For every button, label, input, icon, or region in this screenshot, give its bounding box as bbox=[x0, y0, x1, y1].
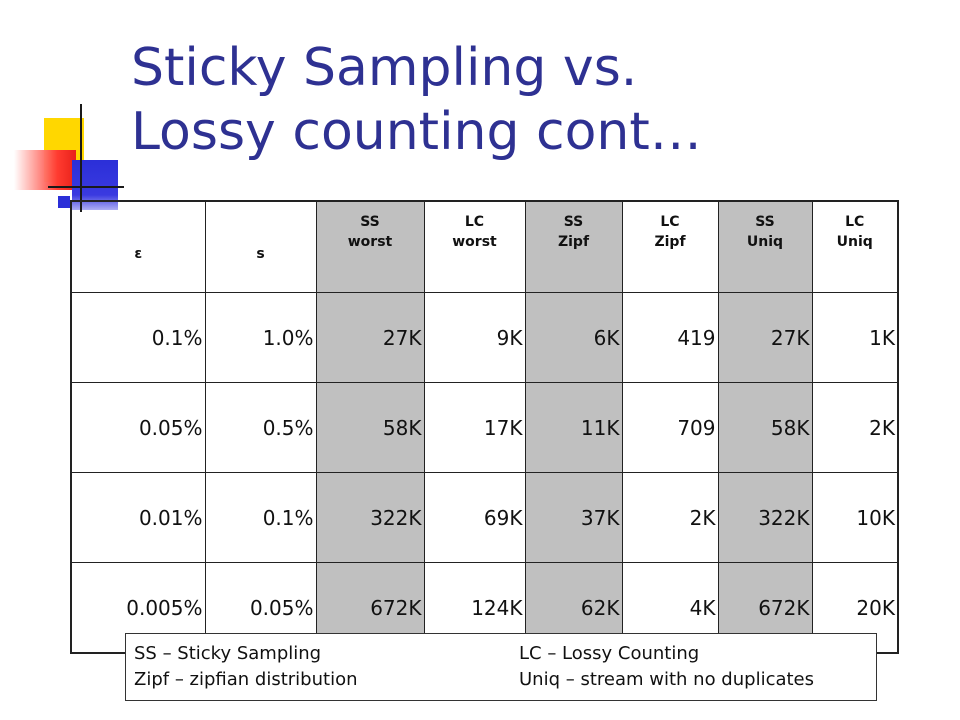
table-row: 0.1% 1.0% 27K 9K 6K 419 27K 1K bbox=[70, 292, 899, 383]
header-s: s bbox=[204, 200, 317, 293]
header-ss-uniq: SS Uniq bbox=[717, 200, 813, 293]
cell-epsilon: 0.1% bbox=[70, 292, 206, 383]
cell-ss-worst: 322K bbox=[315, 472, 425, 563]
legend-zipf: Zipf – zipfian distribution bbox=[134, 669, 358, 690]
decorative-horizontal-line bbox=[48, 186, 124, 188]
cell-epsilon: 0.01% bbox=[70, 472, 206, 563]
cell-lc-zipf: 709 bbox=[621, 382, 719, 473]
table-header-row: ε s SS worst LC worst SS Zipf LC Zipf SS Uniq… bbox=[70, 200, 899, 293]
comparison-table: ε s SS worst LC worst SS Zipf LC Zipf SS Uniq… bbox=[70, 200, 899, 654]
header-lc-zipf: LC Zipf bbox=[621, 200, 719, 293]
cell-lc-uniq: 1K bbox=[811, 292, 899, 383]
cell-ss-zipf: 6K bbox=[524, 292, 623, 383]
decorative-blue-small-square bbox=[58, 196, 70, 208]
header-ss-zipf: SS Zipf bbox=[524, 200, 623, 293]
cell-ss-uniq: 322K bbox=[717, 472, 813, 563]
header-lc-worst: LC worst bbox=[423, 200, 526, 293]
decorative-red-bar bbox=[14, 150, 76, 190]
cell-s: 0.5% bbox=[204, 382, 317, 473]
cell-lc-worst: 17K bbox=[423, 382, 526, 473]
header-epsilon: ε bbox=[70, 200, 206, 293]
cell-lc-uniq: 2K bbox=[811, 382, 899, 473]
cell-ss-zipf: 37K bbox=[524, 472, 623, 563]
cell-lc-zipf: 419 bbox=[621, 292, 719, 383]
header-ss-worst: SS worst bbox=[315, 200, 425, 293]
cell-s: 0.1% bbox=[204, 472, 317, 563]
cell-lc-worst: 9K bbox=[423, 292, 526, 383]
legend-lc: LC – Lossy Counting bbox=[519, 643, 700, 664]
legend-uniq: Uniq – stream with no duplicates bbox=[519, 669, 815, 690]
cell-ss-zipf: 11K bbox=[524, 382, 623, 473]
legend-ss: SS – Sticky Sampling bbox=[134, 643, 322, 664]
cell-epsilon: 0.05% bbox=[70, 382, 206, 473]
cell-lc-zipf: 2K bbox=[621, 472, 719, 563]
table-row: 0.01% 0.1% 322K 69K 37K 2K 322K 10K bbox=[70, 472, 899, 563]
cell-ss-uniq: 58K bbox=[717, 382, 813, 473]
abbreviation-legend: SS – Sticky Sampling Zipf – zipfian dist… bbox=[125, 633, 877, 701]
header-lc-uniq: LC Uniq bbox=[811, 200, 899, 293]
slide-title: Sticky Sampling vs. Lossy counting cont… bbox=[131, 36, 931, 164]
cell-s: 1.0% bbox=[204, 292, 317, 383]
cell-ss-worst: 58K bbox=[315, 382, 425, 473]
table-row: 0.05% 0.5% 58K 17K 11K 709 58K 2K bbox=[70, 382, 899, 473]
slide-title-line-1: Sticky Sampling vs. bbox=[131, 38, 638, 98]
cell-lc-uniq: 10K bbox=[811, 472, 899, 563]
decorative-vertical-line bbox=[80, 104, 82, 212]
cell-ss-worst: 27K bbox=[315, 292, 425, 383]
slide-title-line-2: Lossy counting cont… bbox=[131, 102, 702, 162]
cell-ss-uniq: 27K bbox=[717, 292, 813, 383]
cell-lc-worst: 69K bbox=[423, 472, 526, 563]
